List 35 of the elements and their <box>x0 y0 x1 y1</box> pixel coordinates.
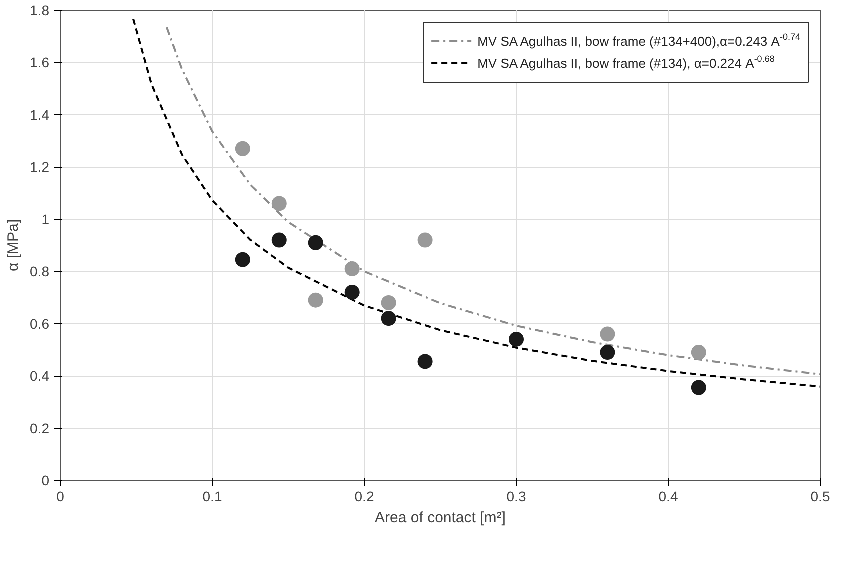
point <box>691 380 706 396</box>
x-tick-label: 0 <box>56 488 65 504</box>
y-axis-title: α [MPa] <box>5 219 22 272</box>
y-tick-label: 1.6 <box>30 54 50 71</box>
x-tick-label: 0.3 <box>506 488 526 504</box>
point <box>235 252 250 268</box>
y-tick-label: 1 <box>42 211 50 228</box>
x-tick-label: 0.5 <box>810 488 830 504</box>
point <box>381 295 396 310</box>
point <box>308 292 324 308</box>
x-tick-label: 0.2 <box>354 488 374 504</box>
point <box>308 235 324 250</box>
x-axis-title: Area of contact [m²] <box>375 510 506 526</box>
point <box>600 345 616 360</box>
point <box>272 232 287 248</box>
y-tick-label: 0.6 <box>30 316 50 332</box>
point <box>344 262 360 276</box>
y-tick-label: 0.8 <box>30 264 50 280</box>
point <box>418 354 433 370</box>
y-tick-label: 0.4 <box>30 368 50 384</box>
point <box>691 345 706 360</box>
y-tick-label: 0.2 <box>30 420 50 436</box>
point <box>381 311 396 326</box>
y-tick-label: 0 <box>42 472 50 488</box>
x-tick-label: 0.4 <box>658 488 678 504</box>
point <box>418 232 433 248</box>
y-tick-label: 1.2 <box>30 159 50 176</box>
y-tick-label: 1.4 <box>30 106 50 123</box>
point <box>600 326 616 342</box>
point <box>509 332 524 347</box>
point <box>344 285 360 300</box>
x-tick-label: 0.1 <box>202 488 222 504</box>
point <box>272 196 287 212</box>
y-tick-label: 1.8 <box>30 2 50 18</box>
point <box>235 141 250 156</box>
